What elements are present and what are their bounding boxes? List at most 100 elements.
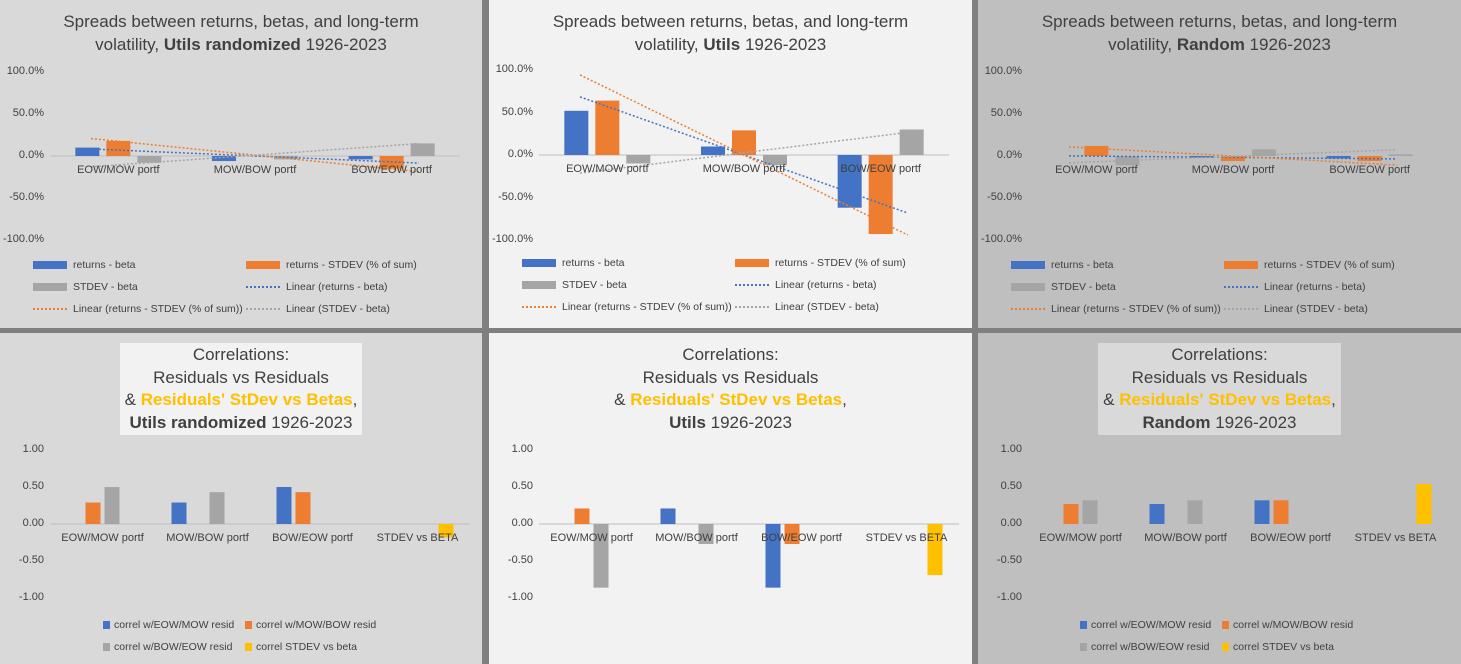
legend-swatch bbox=[245, 621, 252, 629]
bar bbox=[1252, 149, 1276, 156]
y-tick-label: 100.0% bbox=[984, 65, 1022, 77]
chart-panel: Spreads between returns, betas, and long… bbox=[978, 0, 1461, 328]
bar bbox=[1115, 156, 1140, 166]
bar bbox=[1273, 500, 1289, 524]
chart-title-line: volatility, Utils 1926-2023 bbox=[489, 34, 972, 57]
bar bbox=[1326, 156, 1351, 159]
legend-swatch bbox=[33, 308, 67, 310]
x-tick-label: MOW/BOW portf bbox=[1191, 164, 1275, 176]
bar bbox=[212, 156, 236, 162]
legend-item: correl STDEV vs beta bbox=[1222, 641, 1334, 653]
legend-swatch bbox=[522, 281, 556, 289]
legend-label: Linear (STDEV - beta) bbox=[286, 303, 390, 315]
chart-title-part: 1926-2023 bbox=[300, 34, 387, 54]
legend-swatch bbox=[1224, 308, 1258, 310]
legend-item: correl w/MOW/BOW resid bbox=[1222, 619, 1353, 631]
chart-title-part: 1926-2023 bbox=[1244, 34, 1331, 54]
y-tick-label: 50.0% bbox=[12, 107, 44, 119]
legend-label: returns - STDEV (% of sum) bbox=[286, 259, 417, 271]
y-tick-label: 0.50 bbox=[511, 480, 533, 492]
legend-swatch bbox=[1224, 286, 1258, 288]
y-tick-label: 50.0% bbox=[501, 105, 533, 118]
chart-title-part: Utils bbox=[669, 412, 706, 432]
legend-item: Linear (returns - STDEV (% of sum)) bbox=[33, 303, 243, 315]
chart-title-part: Random bbox=[1176, 34, 1245, 54]
x-tick-label: BOW/EOW portf bbox=[351, 164, 432, 176]
x-tick-label: EOW/MOW portf bbox=[61, 532, 144, 544]
chart-title: Correlations: Residuals vs Residuals & Res… bbox=[0, 343, 482, 435]
bar bbox=[1149, 504, 1165, 524]
legend-swatch bbox=[522, 259, 556, 267]
legend-label: Linear (returns - STDEV (% of sum)) bbox=[73, 303, 243, 315]
y-tick-label: -1.00 bbox=[18, 591, 44, 603]
chart-title-line: Correlations: bbox=[1103, 344, 1336, 367]
bar bbox=[106, 140, 131, 156]
legend-swatch bbox=[1224, 261, 1258, 269]
legend-item: Linear (returns - beta) bbox=[1224, 281, 1366, 293]
chart-panel: Spreads between returns, betas, and long… bbox=[489, 0, 972, 328]
legend-item: correl w/BOW/EOW resid bbox=[1080, 641, 1209, 653]
legend-swatch bbox=[245, 643, 252, 651]
legend-item: Linear (STDEV - beta) bbox=[246, 303, 390, 315]
chart-panel: Correlations: Residuals vs Residuals & Res… bbox=[0, 333, 482, 664]
legend-label: returns - beta bbox=[1051, 259, 1114, 271]
y-tick-label: -0.50 bbox=[996, 554, 1022, 566]
chart-title-line: volatility, Utils randomized 1926-2023 bbox=[0, 34, 482, 57]
chart-plot bbox=[1028, 484, 1448, 525]
y-tick-label: 1.00 bbox=[511, 443, 533, 455]
y-tick-label: 1.00 bbox=[22, 443, 44, 455]
bar bbox=[698, 524, 714, 544]
x-tick-label: MOW/BOW portf bbox=[213, 164, 297, 176]
y-tick-label: -50.0% bbox=[9, 191, 44, 203]
legend-label: Linear (returns - beta) bbox=[1264, 281, 1366, 293]
legend-item: returns - STDEV (% of sum) bbox=[735, 257, 906, 269]
legend-label: Linear (STDEV - beta) bbox=[1264, 303, 1368, 315]
legend-swatch bbox=[1080, 621, 1087, 629]
legend-swatch bbox=[1011, 308, 1045, 310]
chart-title-line: Spreads between returns, betas, and long… bbox=[63, 12, 419, 31]
trendline bbox=[1068, 148, 1398, 164]
legend-label: correl STDEV vs beta bbox=[256, 641, 357, 653]
chart-title-part: & bbox=[614, 390, 631, 409]
chart-title-part: Utils bbox=[703, 34, 741, 54]
legend-label: correl w/EOW/MOW resid bbox=[114, 619, 235, 631]
y-tick-label: -100.0% bbox=[981, 233, 1022, 245]
chart-title-part: volatility, bbox=[95, 34, 164, 54]
bar bbox=[564, 110, 589, 155]
bar bbox=[1082, 500, 1098, 524]
bar bbox=[295, 492, 311, 524]
y-tick-label: -100.0% bbox=[3, 233, 44, 245]
bar bbox=[927, 524, 943, 576]
legend-label: returns - STDEV (% of sum) bbox=[775, 257, 906, 269]
bar bbox=[171, 502, 187, 524]
legend-item: correl STDEV vs beta bbox=[245, 641, 357, 653]
chart-plot bbox=[539, 508, 959, 588]
y-tick-label: -0.50 bbox=[18, 554, 44, 566]
y-tick-label: -1.00 bbox=[507, 591, 533, 603]
legend-item: Linear (returns - STDEV (% of sum)) bbox=[522, 301, 732, 313]
legend-item: STDEV - beta bbox=[33, 281, 138, 293]
chart-title-part: Correlations: bbox=[1171, 345, 1268, 364]
legend-item: Linear (returns - beta) bbox=[246, 281, 388, 293]
legend-label: correl w/MOW/BOW resid bbox=[1233, 619, 1354, 631]
legend-item: Linear (STDEV - beta) bbox=[1224, 303, 1368, 315]
legend-item: Linear (STDEV - beta) bbox=[735, 301, 879, 313]
bar bbox=[763, 155, 787, 166]
chart-title: Spreads between returns, betas, and long… bbox=[0, 11, 482, 56]
legend-item: returns - beta bbox=[522, 257, 624, 269]
trendline bbox=[90, 142, 420, 168]
chart-title-line: & Residuals' StDev vs Betas, bbox=[1103, 389, 1336, 412]
bar bbox=[75, 147, 100, 156]
chart-title-line: volatility, Random 1926-2023 bbox=[978, 34, 1461, 57]
chart-title-part: volatility, bbox=[1108, 34, 1177, 54]
legend-swatch bbox=[246, 286, 280, 288]
trendline bbox=[579, 74, 909, 236]
legend-label: correl w/BOW/EOW resid bbox=[1091, 641, 1210, 653]
legend-swatch bbox=[735, 259, 769, 267]
chart-title-part: Residuals' StDev vs Betas bbox=[630, 390, 843, 409]
chart-title-part: 1926-2023 bbox=[266, 412, 353, 432]
x-tick-label: MOW/BOW portf bbox=[166, 532, 249, 544]
legend-item: returns - beta bbox=[1011, 259, 1113, 271]
chart-title-box: Correlations: Residuals vs Residuals & Res… bbox=[609, 343, 852, 435]
bar bbox=[410, 143, 435, 156]
